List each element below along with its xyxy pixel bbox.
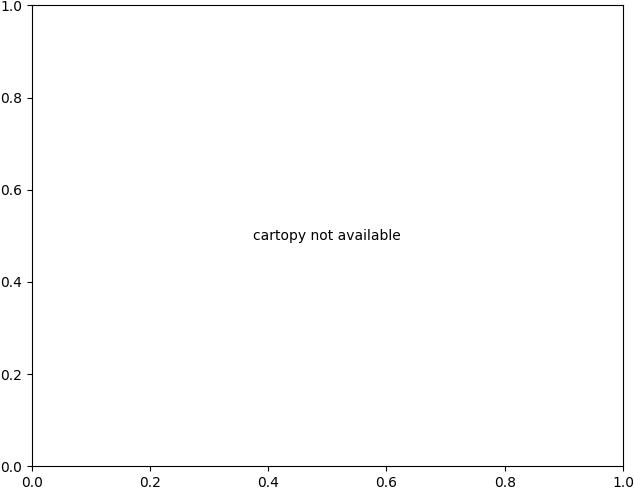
Text: cartopy not available: cartopy not available <box>254 229 401 243</box>
